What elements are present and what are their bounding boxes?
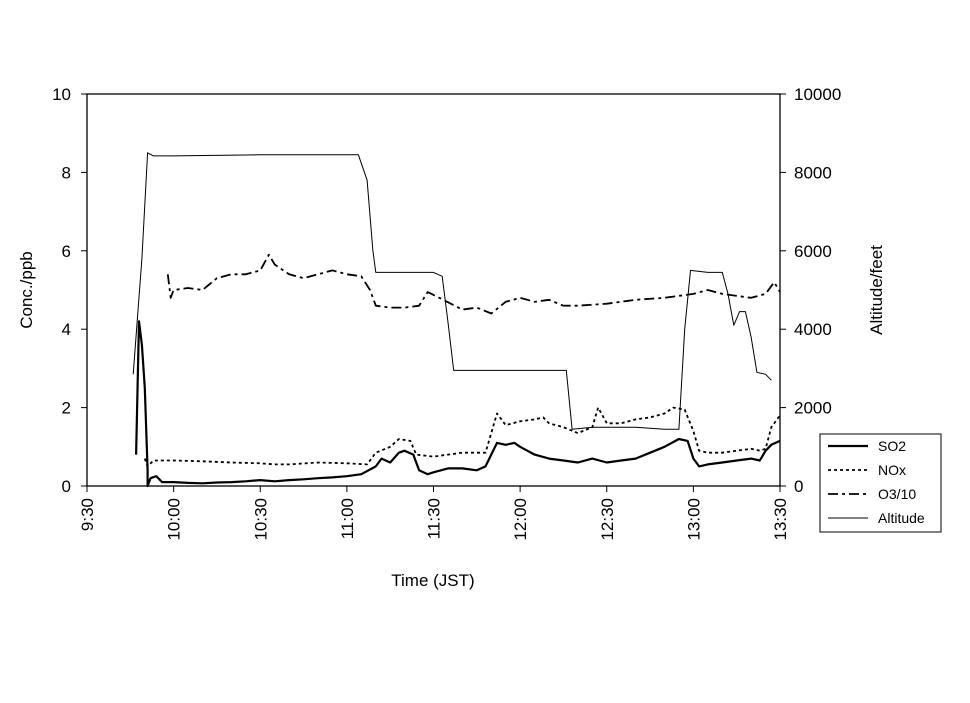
y-left-tick-label: 6 [62, 242, 71, 261]
plot-frame [86, 93, 781, 487]
x-tick-label: 10:30 [251, 498, 270, 541]
y-right-axis-title: Altitude/feet [867, 245, 886, 335]
x-tick-label: 11:30 [425, 498, 444, 539]
x-tick-label: 13:30 [771, 498, 790, 541]
x-tick-label: 10:00 [165, 498, 184, 541]
legend-label-so2: SO2 [878, 438, 906, 454]
y-right-tick-label: 10000 [794, 85, 841, 104]
y-right-tick-label: 8000 [794, 163, 832, 182]
x-tick-label: 9:30 [78, 498, 97, 531]
y-left-tick-label: 8 [62, 163, 71, 182]
legend-box [819, 433, 942, 533]
legend-label-nox: NOx [878, 462, 906, 478]
y-right-tick-label: 0 [794, 477, 803, 496]
y-left-axis-title: Conc./ppb [17, 251, 36, 329]
series-line-altitude [132, 152, 772, 430]
y-right-tick-label: 4000 [794, 320, 832, 339]
x-tick-label: 12:00 [511, 498, 530, 541]
series-line-nox [143, 406, 781, 468]
y-left-tick-label: 2 [62, 399, 71, 418]
y-left-tick-label: 0 [62, 477, 71, 496]
y-right-tick-label: 6000 [794, 242, 832, 261]
x-tick-label: 12:30 [598, 498, 617, 541]
series-line-so2 [135, 320, 781, 488]
y-left-tick-label: 10 [52, 85, 71, 104]
y-left-tick-label: 4 [62, 320, 71, 339]
x-tick-label: 11:00 [338, 498, 357, 539]
legend-label-o3-10: O3/10 [878, 486, 916, 502]
legend: SO2 NOx O3/10 Altitude [819, 433, 942, 533]
series-line-o3-10 [166, 253, 781, 315]
y-right-tick-label: 2000 [794, 399, 832, 418]
legend-label-altitude: Altitude [878, 510, 925, 526]
x-tick-label: 13:00 [684, 498, 703, 541]
x-axis-title: Time (JST) [391, 571, 474, 590]
